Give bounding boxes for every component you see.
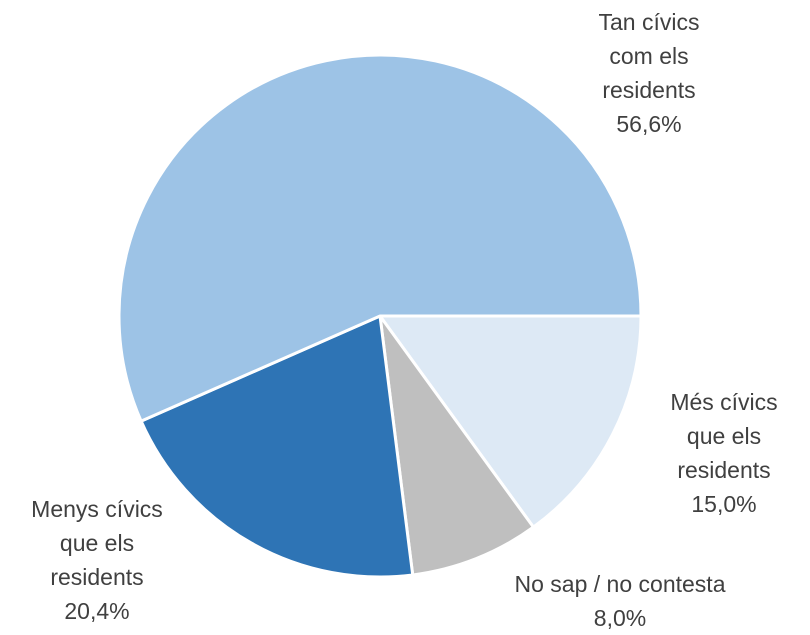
slice-category-label: Tan cívics — [599, 9, 700, 35]
pie-slice-tan-civics-com-els-residents — [117, 53, 643, 423]
slice-category-label: residents — [50, 564, 143, 590]
slice-label-menys-civics-que-els-residents: Menys cívics que els residents 20,4% — [31, 496, 163, 624]
slice-category-label: que els — [60, 530, 134, 556]
slice-category-label: que els — [687, 423, 761, 449]
slice-label-tan-civics-com-els-residents: Tan cívics com els residents 56,6% — [599, 9, 700, 137]
slice-label-mes-civics-que-els-residents: Més cívics que els residents 15,0% — [670, 389, 777, 517]
slice-value-label: 20,4% — [64, 598, 129, 624]
pie-slices — [117, 53, 643, 579]
slice-value-label: 15,0% — [691, 491, 756, 517]
slice-category-label: com els — [609, 43, 688, 69]
pie-slice-mes-civics-que-els-residents — [378, 314, 643, 529]
pie-labels: Més cívics que els residents 15,0% No sap / … — [31, 9, 777, 631]
slice-category-label: residents — [677, 457, 770, 483]
slice-value-label: 56,6% — [616, 111, 681, 137]
slice-category-label: residents — [602, 77, 695, 103]
slice-category-label: Menys cívics — [31, 496, 163, 522]
slice-value-label: 8,0% — [594, 605, 646, 631]
slice-category-label: No sap / no contesta — [515, 571, 726, 597]
slice-label-no-sap-no-contesta: No sap / no contesta 8,0% — [515, 571, 726, 631]
slice-category-label: Més cívics — [670, 389, 777, 415]
pie-slice-no-sap-no-contesta — [378, 314, 535, 577]
pie-slice-menys-civics-que-els-residents — [139, 314, 415, 579]
